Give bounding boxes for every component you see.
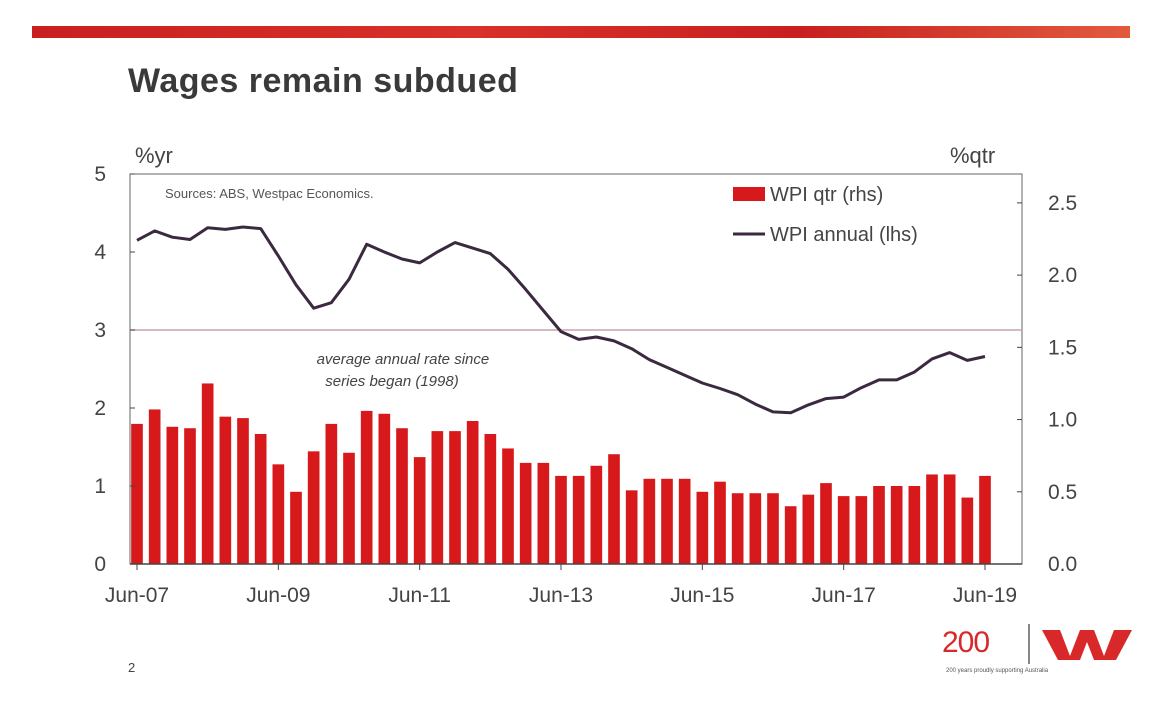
bar-wpi-qtr	[307, 451, 320, 564]
bar-wpi-qtr	[608, 454, 620, 564]
bar-wpi-qtr	[519, 462, 532, 564]
x-tick-label: Jun-07	[105, 584, 169, 607]
bar-wpi-qtr	[890, 486, 903, 564]
right-tick-label: 0.0	[1048, 553, 1077, 576]
bar-wpi-qtr	[219, 416, 232, 564]
bar-wpi-qtr	[696, 491, 709, 564]
x-tick-label: Jun-17	[812, 584, 876, 607]
right-tick-label: 2.5	[1048, 192, 1077, 215]
bicentenary-logo: 200	[942, 626, 990, 659]
bar-wpi-qtr	[855, 496, 868, 564]
bar-wpi-qtr	[449, 431, 461, 564]
legend: WPI qtr (rhs) WPI annual (lhs)	[733, 184, 918, 246]
right-tick-label: 2.0	[1048, 264, 1077, 287]
slide-title: Wages remain subdued	[128, 62, 519, 100]
left-tick-label: 5	[94, 163, 106, 186]
bar-wpi-qtr	[873, 486, 885, 564]
bar-wpi-qtr	[749, 493, 762, 564]
bar-wpi-qtr	[378, 413, 391, 564]
bar-wpi-qtr	[484, 434, 497, 564]
bar-wpi-qtr	[131, 423, 143, 564]
bar-wpi-qtr	[979, 475, 991, 564]
page-number: 2	[128, 660, 136, 675]
left-axis-unit: %yr	[135, 143, 173, 168]
bar-wpi-qtr	[325, 423, 338, 564]
bar-wpi-qtr	[537, 462, 550, 564]
left-tick-label: 2	[94, 397, 106, 420]
bar-wpi-qtr	[254, 434, 267, 564]
bar-wpi-qtr	[784, 506, 797, 564]
logo-divider	[1028, 624, 1030, 664]
bar-wpi-qtr	[961, 497, 974, 564]
average-annotation: average annual rate since series began (…	[317, 351, 494, 390]
bar-wpi-qtr	[184, 428, 196, 564]
bar-wpi-qtr	[413, 457, 426, 564]
bar-wpi-qtr	[502, 448, 514, 564]
right-tick-label: 1.0	[1048, 409, 1077, 432]
x-tick-label: Jun-13	[529, 584, 593, 607]
bar-wpi-qtr	[837, 496, 850, 564]
bar-wpi-qtr	[166, 426, 179, 564]
legend-bar-swatch	[733, 187, 765, 201]
bar-wpi-qtr	[661, 478, 673, 564]
right-tick-label: 0.5	[1048, 481, 1077, 504]
bar-wpi-qtr	[908, 486, 921, 564]
x-tick-label: Jun-11	[388, 584, 451, 607]
bar-wpi-qtr	[926, 474, 938, 564]
source-note: Sources: ABS, Westpac Economics.	[165, 186, 374, 201]
bar-wpi-qtr	[590, 465, 603, 564]
bar-wpi-qtr	[431, 431, 444, 564]
bar-wpi-qtr	[678, 478, 691, 564]
legend-line-label: WPI annual (lhs)	[770, 224, 918, 246]
bar-wpi-qtr	[943, 474, 956, 564]
bar-wpi-qtr	[714, 481, 726, 564]
bar-wpi-qtr	[201, 383, 214, 564]
bar-wpi-qtr	[237, 418, 249, 564]
top-accent-bar	[32, 26, 1130, 38]
bar-wpi-qtr	[466, 421, 479, 564]
bar-wpi-qtr	[290, 491, 302, 564]
tagline: 200 years proudly supporting Australia	[946, 668, 1049, 674]
left-tick-label: 4	[94, 241, 106, 264]
left-tick-label: 0	[94, 553, 106, 576]
legend-bar-label: WPI qtr (rhs)	[770, 184, 883, 206]
left-tick-label: 1	[94, 475, 106, 498]
right-axis-unit: %qtr	[950, 143, 995, 168]
bar-wpi-qtr	[643, 478, 656, 564]
bar-wpi-qtr	[360, 410, 373, 564]
right-tick-label: 1.5	[1048, 336, 1077, 359]
left-tick-label: 3	[94, 319, 106, 342]
x-tick-label: Jun-09	[246, 584, 310, 607]
westpac-w-logo	[1042, 630, 1132, 660]
bar-wpi-qtr	[802, 494, 815, 564]
bar-wpi-qtr	[272, 464, 285, 564]
line-wpi-annual	[136, 225, 986, 415]
bar-wpi-qtr	[572, 475, 585, 564]
bar-wpi-qtr	[820, 483, 832, 564]
bar-wpi-qtr	[767, 493, 779, 564]
bar-wpi-qtr	[731, 493, 744, 564]
bar-wpi-qtr	[555, 475, 567, 564]
bar-wpi-qtr	[625, 490, 638, 564]
x-tick-label: Jun-19	[953, 584, 1017, 607]
bar-wpi-qtr	[396, 428, 408, 564]
x-tick-label: Jun-15	[670, 584, 734, 607]
bar-wpi-qtr	[148, 409, 161, 564]
bar-wpi-qtr	[343, 452, 355, 564]
